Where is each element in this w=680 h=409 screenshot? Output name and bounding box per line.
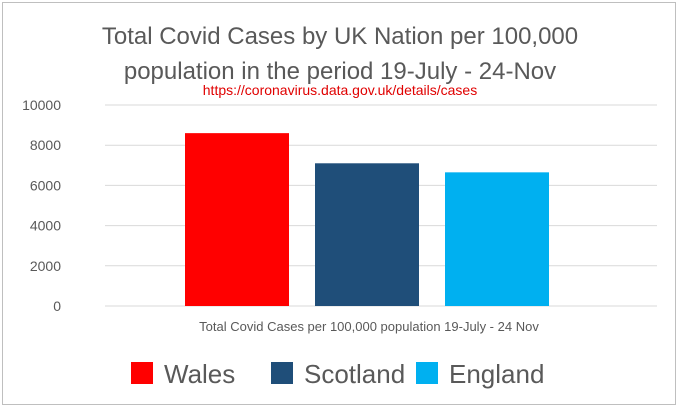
bars [185, 133, 549, 306]
source-url: https://coronavirus.data.gov.uk/details/… [203, 82, 477, 98]
chart-frame: Total Covid Cases by UK Nation per 100,0… [2, 2, 676, 405]
legend-swatch-england [416, 362, 438, 384]
legend-label-england: England [449, 359, 544, 389]
bar-england [445, 172, 549, 306]
y-tick-label: 0 [53, 298, 61, 314]
y-tick-label: 2000 [30, 258, 61, 274]
y-tick-label: 6000 [30, 177, 61, 193]
bar-wales [185, 133, 289, 306]
y-tick-label: 8000 [30, 137, 61, 153]
legend-swatch-scotland [271, 362, 293, 384]
legend: Wales Scotland England [131, 359, 544, 389]
y-tick-label: 10000 [22, 97, 61, 113]
x-axis-label: Total Covid Cases per 100,000 population… [199, 319, 539, 334]
legend-swatch-wales [131, 362, 153, 384]
bar-scotland [315, 163, 419, 306]
y-tick-label: 4000 [30, 218, 61, 234]
y-axis-ticks: 0 2000 4000 6000 8000 10000 [22, 97, 61, 314]
chart-title-line-1: Total Covid Cases by UK Nation per 100,0… [102, 23, 578, 50]
legend-label-wales: Wales [164, 359, 235, 389]
bar-chart: Total Covid Cases by UK Nation per 100,0… [22, 23, 657, 389]
legend-label-scotland: Scotland [304, 359, 405, 389]
chart-title-line-2: population in the period 19-July - 24-No… [124, 58, 556, 85]
